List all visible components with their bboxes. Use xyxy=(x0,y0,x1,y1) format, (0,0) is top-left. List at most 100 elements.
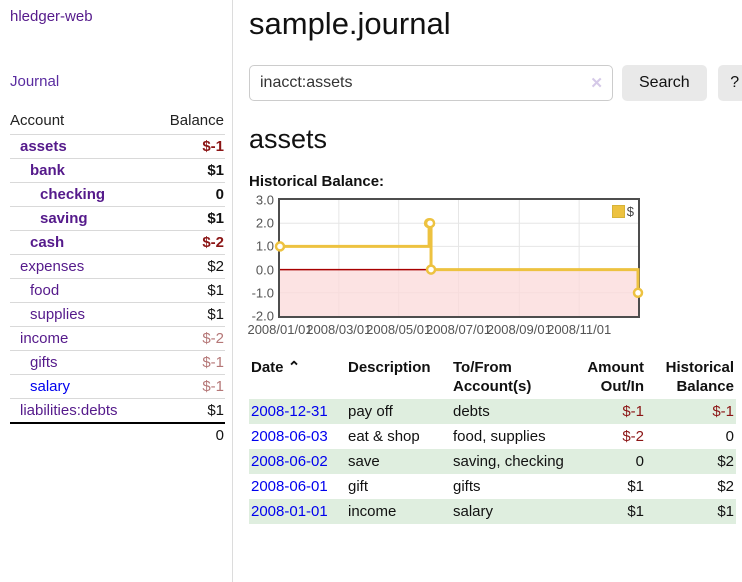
transaction-date-link[interactable]: 2008-06-01 xyxy=(251,478,328,495)
transaction-accounts: salary xyxy=(453,503,494,520)
transaction-amount: 0 xyxy=(635,453,644,470)
accounts-total-value: 0 xyxy=(215,427,224,444)
account-balance: $1 xyxy=(207,210,224,227)
account-link-supplies[interactable]: supplies xyxy=(30,306,86,323)
legend-swatch-icon xyxy=(611,205,625,218)
account-row-salary: salary $-1 xyxy=(10,374,225,398)
account-balance: $2 xyxy=(207,258,224,275)
balance-column-header: Balance xyxy=(169,112,224,129)
x-axis-tick-label: 2008/11/01 xyxy=(547,322,612,337)
register-row: 2008-12-31 pay off debts $-1 $-1 xyxy=(249,399,736,424)
help-button[interactable]: ? xyxy=(717,65,742,101)
account-link-liabilities-debts[interactable]: liabilities:debts xyxy=(20,402,118,419)
main-content: sample.journal ✕ Search ? assets Histori… xyxy=(233,0,742,582)
transaction-accounts: saving, checking xyxy=(453,453,564,470)
clear-search-icon[interactable]: ✕ xyxy=(590,75,603,92)
transaction-description: eat & shop xyxy=(348,428,420,445)
account-row-gifts: gifts $-1 xyxy=(10,350,225,374)
x-axis-tick-label: 2008/03/01 xyxy=(306,322,372,337)
x-axis-tick-label: 2008/05/01 xyxy=(366,322,432,337)
account-row-assets: assets $-1 xyxy=(10,134,225,158)
y-axis-tick-label: 3.0 xyxy=(255,192,274,208)
transaction-description: income xyxy=(348,503,397,520)
y-axis-tick-label: 2.0 xyxy=(255,215,274,231)
account-link-assets[interactable]: assets xyxy=(20,138,67,155)
transaction-date-link[interactable]: 2008-01-01 xyxy=(251,503,328,520)
register-row: 2008-06-02 save saving, checking 0 $2 xyxy=(249,449,736,474)
account-row-checking: checking 0 xyxy=(10,182,225,206)
chart-label: Historical Balance: xyxy=(249,173,385,190)
y-axis-tick-label: 1.0 xyxy=(255,238,274,254)
register-header-date[interactable]: Date ⌃ xyxy=(249,355,346,399)
account-balance: $-2 xyxy=(202,234,224,251)
transaction-balance: $-1 xyxy=(712,403,734,420)
account-balance: $1 xyxy=(207,402,224,419)
search-button[interactable]: Search xyxy=(622,65,707,101)
transaction-date-link[interactable]: 2008-12-31 xyxy=(251,403,328,420)
account-link-gifts[interactable]: gifts xyxy=(30,354,58,371)
transaction-accounts: debts xyxy=(453,403,490,420)
transaction-description: pay off xyxy=(348,403,393,420)
sidebar: hledger-web Journal Account Balance asse… xyxy=(0,0,233,582)
y-axis-tick-label: -1.0 xyxy=(251,285,274,301)
account-row-liabilities-debts: liabilities:debts $1 xyxy=(10,398,225,422)
register-row: 2008-06-01 gift gifts $1 $2 xyxy=(249,474,736,499)
account-balance: $1 xyxy=(207,306,224,323)
transaction-description: gift xyxy=(348,478,369,495)
account-balance: $-2 xyxy=(202,330,224,347)
account-link-food[interactable]: food xyxy=(30,282,60,299)
sidebar-item-journal[interactable]: Journal xyxy=(10,73,60,90)
y-axis-tick-label: 0.0 xyxy=(255,262,274,278)
chart-series xyxy=(274,200,644,316)
register-row: 2008-06-03 eat & shop food, supplies $-2… xyxy=(249,424,736,449)
account-row-supplies: supplies $1 xyxy=(10,302,225,326)
transaction-amount: $1 xyxy=(627,478,644,495)
account-link-checking[interactable]: checking xyxy=(40,186,106,203)
account-row-income: income $-2 xyxy=(10,326,225,350)
account-link-bank[interactable]: bank xyxy=(30,162,66,179)
transaction-accounts: gifts xyxy=(453,478,481,495)
account-row-expenses: expenses $2 xyxy=(10,254,225,278)
account-link-cash[interactable]: cash xyxy=(30,234,65,251)
historical-balance-chart: $ 3.0 2.0 1.0 0.0 -1.0 -2.0 2008/01/01 2008/03/… xyxy=(247,193,644,338)
x-axis-tick-label: 2008/09/01 xyxy=(486,322,552,337)
register-table: Date ⌃ Description To/From Account(s) Am… xyxy=(249,355,736,524)
account-row-cash: cash $-2 xyxy=(10,230,225,254)
search-box: ✕ xyxy=(249,65,613,101)
y-axis-tick-label: -2.0 xyxy=(251,308,274,324)
account-link-income[interactable]: income xyxy=(20,330,69,347)
transaction-balance: $2 xyxy=(717,478,734,495)
transaction-date-link[interactable]: 2008-06-03 xyxy=(251,428,328,445)
account-balance: $-1 xyxy=(202,138,224,155)
account-link-saving[interactable]: saving xyxy=(40,210,88,227)
transaction-description: save xyxy=(348,453,380,470)
account-row-food: food $1 xyxy=(10,278,225,302)
account-balance-table: Account Balance assets $-1 bank $1 check… xyxy=(10,111,225,447)
account-heading: assets xyxy=(249,124,328,154)
search-input[interactable] xyxy=(249,65,613,101)
register-header-amount: Amount Out/In xyxy=(587,359,644,395)
sort-ascending-icon: ⌃ xyxy=(287,359,301,376)
account-balance: 0 xyxy=(215,186,224,203)
account-row-bank: bank $1 xyxy=(10,158,225,182)
account-column-header: Account xyxy=(10,112,65,129)
search-form: ✕ Search ? xyxy=(249,65,742,101)
register-header-accounts: To/From Account(s) xyxy=(453,359,532,395)
transaction-balance: $2 xyxy=(717,453,734,470)
transaction-balance: 0 xyxy=(725,428,734,445)
brand-link[interactable]: hledger-web xyxy=(10,8,93,25)
chart-plot-area: $ xyxy=(274,198,644,318)
register-header-balance: Historical Balance xyxy=(665,359,734,395)
account-balance: $1 xyxy=(207,162,224,179)
transaction-date-link[interactable]: 2008-06-02 xyxy=(251,453,328,470)
transaction-amount: $-1 xyxy=(622,403,644,420)
register-row: 2008-01-01 income salary $1 $1 xyxy=(249,499,736,524)
legend-label: $ xyxy=(626,204,634,219)
account-table-header: Account Balance xyxy=(10,111,225,134)
account-link-salary[interactable]: salary xyxy=(30,378,71,395)
account-link-expenses[interactable]: expenses xyxy=(20,258,85,275)
transaction-accounts: food, supplies xyxy=(453,428,546,445)
account-row-saving: saving $1 xyxy=(10,206,225,230)
x-axis-tick-label: 2008/01/01 xyxy=(247,322,313,337)
account-balance: $-1 xyxy=(202,378,224,395)
